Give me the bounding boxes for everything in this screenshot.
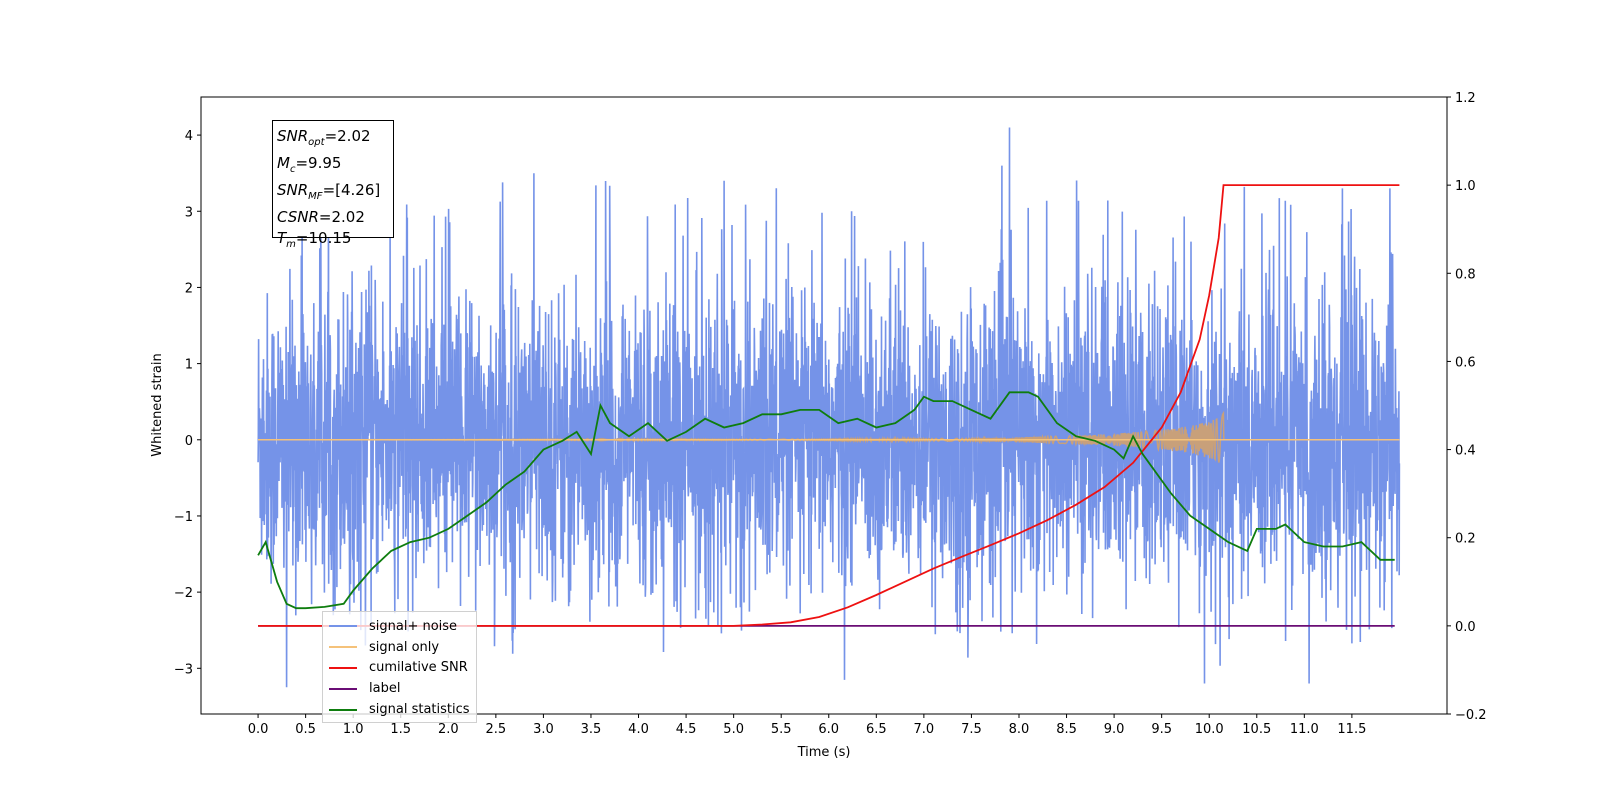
y-tick-label-1: −2 — [174, 586, 193, 601]
y-tick-label-5: 2 — [185, 281, 193, 296]
x-tick-label-20: 10.0 — [1195, 722, 1224, 737]
x-tick-label-13: 6.5 — [866, 722, 887, 737]
y-axis-right: −0.2 0.0 0.2 0.4 0.6 0.8 1.0 1.2 — [1447, 91, 1487, 723]
series-layer — [257, 127, 1401, 688]
series-cumulative-snr — [258, 184, 1400, 627]
x-tick-label-23: 11.5 — [1337, 722, 1366, 737]
series-signal-statistics — [257, 391, 1395, 610]
legend-swatch — [329, 625, 357, 628]
y-axis-left: −3 −2 −1 0 1 2 3 4 — [174, 129, 201, 677]
x-axis-label: Time (s) — [797, 745, 851, 760]
x-tick-label-17: 8.5 — [1056, 722, 1077, 737]
x-tick-label-9: 4.5 — [676, 722, 697, 737]
x-tick-label-14: 7.0 — [914, 722, 935, 737]
x-tick-label-3: 1.5 — [390, 722, 411, 737]
y2-tick-label-7: 1.2 — [1455, 91, 1476, 106]
y-tick-label-2: −1 — [174, 510, 193, 525]
x-tick-label-6: 3.0 — [533, 722, 554, 737]
x-tick-label-12: 6.0 — [818, 722, 839, 737]
legend-label: signal statistics — [369, 702, 470, 718]
plot-frame — [200, 96, 1448, 715]
legend-swatch — [329, 666, 357, 669]
legend-label: cumilative SNR — [369, 660, 468, 676]
y2-tick-label-0: −0.2 — [1455, 708, 1487, 723]
y2-tick-label-3: 0.4 — [1455, 444, 1476, 459]
y2-tick-label-4: 0.6 — [1455, 355, 1476, 370]
x-tick-label-19: 9.5 — [1151, 722, 1172, 737]
x-tick-label-5: 2.5 — [486, 722, 507, 737]
x-tick-label-1: 0.5 — [295, 722, 316, 737]
legend-item-3: label — [329, 678, 470, 699]
y-tick-label-7: 4 — [185, 129, 193, 144]
x-tick-label-11: 5.5 — [771, 722, 792, 737]
legend: signal+ noise signal only cumilative SNR la… — [322, 611, 477, 723]
y-tick-label-0: −3 — [174, 662, 193, 677]
y-tick-label-4: 1 — [185, 358, 193, 373]
annotation-line-3: CSNR=2.02 — [277, 208, 365, 226]
annotation-line-4: Tm=10.15 — [277, 229, 352, 250]
x-tick-label-21: 10.5 — [1242, 722, 1271, 737]
legend-label: signal only — [369, 639, 440, 655]
x-tick-label-16: 8.0 — [1009, 722, 1030, 737]
y-tick-label-3: 0 — [185, 434, 193, 449]
y2-tick-label-6: 1.0 — [1455, 179, 1476, 194]
annotation-line-0: SNRopt=2.02 — [277, 127, 371, 148]
legend-item-2: cumilative SNR — [329, 658, 470, 679]
y2-tick-label-1: 0.0 — [1455, 620, 1476, 635]
x-tick-label-8: 4.0 — [628, 722, 649, 737]
y2-tick-label-5: 0.8 — [1455, 267, 1476, 282]
legend-swatch — [329, 708, 357, 711]
legend-swatch — [329, 646, 357, 649]
y2-tick-label-2: 0.2 — [1455, 532, 1476, 547]
x-tick-label-10: 5.0 — [723, 722, 744, 737]
x-tick-label-2: 1.0 — [343, 722, 364, 737]
legend-item-1: signal only — [329, 637, 470, 658]
x-axis: 0.0 0.5 1.0 1.5 2.0 2.5 3.0 3.5 4.0 4.5 5.0 5.5 6.0 6… — [248, 714, 1366, 737]
legend-item-0: signal+ noise — [329, 616, 470, 637]
legend-label: label — [369, 681, 401, 697]
annotation-line-1: Mc=9.95 — [277, 154, 342, 175]
x-tick-label-4: 2.0 — [438, 722, 459, 737]
annotation-line-2: SNRMF=[4.26] — [277, 181, 381, 202]
legend-item-4: signal statistics — [329, 699, 470, 720]
x-tick-label-7: 3.5 — [581, 722, 602, 737]
annotation-box: SNRopt=2.02 Mc=9.95 SNRMF=[4.26] CSNR=2.02 T… — [272, 120, 394, 250]
legend-label: signal+ noise — [369, 618, 458, 634]
y-tick-label-6: 3 — [185, 205, 193, 220]
x-tick-label-15: 7.5 — [961, 722, 982, 737]
y-axis-label: Whitened strain — [150, 353, 165, 456]
x-tick-label-0: 0.0 — [248, 722, 269, 737]
x-tick-label-18: 9.0 — [1104, 722, 1125, 737]
x-tick-label-22: 11.0 — [1290, 722, 1319, 737]
series-signal-noise — [257, 127, 1401, 688]
legend-swatch — [329, 687, 357, 690]
